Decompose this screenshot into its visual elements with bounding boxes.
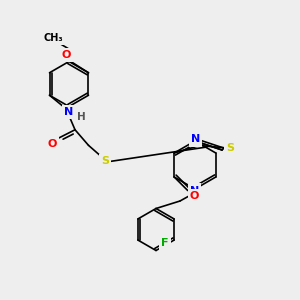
- Text: N: N: [64, 107, 73, 117]
- Text: N: N: [191, 134, 200, 145]
- Text: N: N: [190, 185, 199, 196]
- Text: CH₃: CH₃: [44, 33, 63, 43]
- Text: H: H: [77, 112, 86, 122]
- Text: S: S: [101, 156, 109, 166]
- Text: F: F: [161, 238, 169, 248]
- Text: O: O: [47, 139, 57, 148]
- Text: O: O: [62, 50, 71, 60]
- Text: O: O: [190, 191, 199, 201]
- Text: S: S: [226, 143, 234, 153]
